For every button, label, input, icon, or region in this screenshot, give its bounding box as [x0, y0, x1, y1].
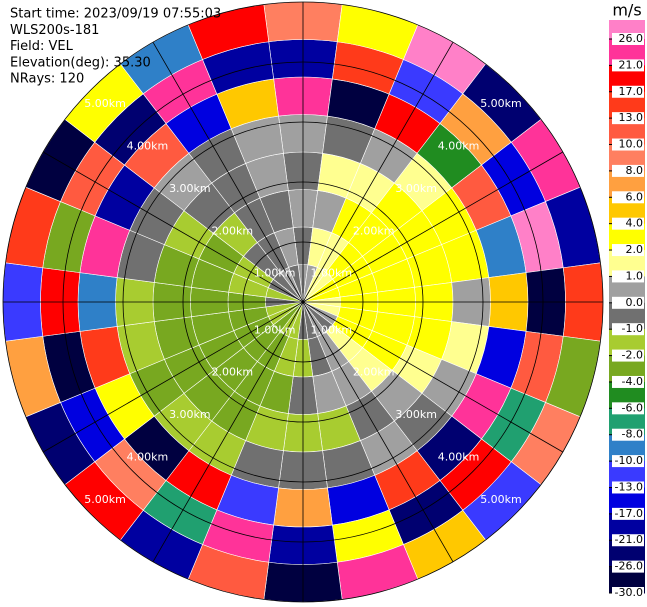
- range-label: 3.00km: [395, 408, 437, 421]
- colorbar-label: -4.0: [622, 375, 643, 388]
- colorbar-label: 13.0: [619, 111, 644, 124]
- colorbar-label: -1.0: [622, 322, 643, 335]
- range-label: 4.00km: [438, 139, 480, 152]
- colorbar-label: 4.0: [626, 217, 644, 230]
- range-label: 5.00km: [480, 97, 522, 110]
- range-label: 2.00km: [212, 224, 254, 237]
- info-line: Field: VEL: [10, 39, 74, 54]
- colorbar-label-bg: [612, 402, 644, 415]
- colorbar-label: 21.0: [619, 58, 644, 71]
- colorbar-label-bg: [612, 534, 644, 547]
- range-label: 4.00km: [438, 451, 480, 464]
- colorbar-label: -13.0: [615, 480, 643, 493]
- colorbar-label: -6.0: [622, 401, 643, 414]
- colorbar-label-bg: [612, 270, 644, 283]
- colorbar-label-bg: [612, 587, 644, 599]
- colorbar-label-bg: [612, 59, 644, 72]
- range-ring: [122, 121, 484, 483]
- info-line: NRays: 120: [10, 72, 84, 87]
- colorbar-label: 1.0: [626, 269, 644, 282]
- colorbar-label-bg: [612, 33, 644, 45]
- labels: 1.00km 1.00km 1.00km 1.00km 2.00km 2.00km 2.00…: [10, 7, 522, 506]
- colorbar-label-bg: [612, 244, 644, 257]
- info-line: WLS200s-181: [10, 23, 99, 38]
- range-label: 1.00km: [310, 267, 352, 280]
- colorbar-label-bg: [612, 349, 644, 362]
- range-ring: [2, 1, 604, 603]
- colorbar-label-bg: [612, 323, 644, 336]
- colorbar-label: 0.0: [626, 296, 644, 309]
- range-ring: [242, 241, 364, 363]
- range-label: 2.00km: [353, 366, 395, 379]
- colorbar-label-bg: [612, 507, 644, 520]
- colorbar-label: -30.0: [615, 586, 643, 599]
- colorbar-label: 17.0: [619, 85, 644, 98]
- range-label: 3.00km: [395, 182, 437, 195]
- velocity-cells: [2, 1, 604, 603]
- range-label: 3.00km: [169, 408, 211, 421]
- colorbar-label: 10.0: [619, 138, 644, 151]
- colorbar-label-bg: [612, 138, 644, 151]
- range-label: 5.00km: [84, 493, 126, 506]
- colorbar-label: 26.0: [619, 32, 644, 45]
- colorbar-label-bg: [612, 191, 644, 204]
- colorbar-label-bg: [612, 455, 644, 468]
- colorbar-label-bg: [612, 428, 644, 441]
- colorbar-label: 8.0: [626, 164, 644, 177]
- range-label: 5.00km: [84, 97, 126, 110]
- colorbar-label: -26.0: [615, 560, 643, 573]
- colorbar-label-bg: [612, 296, 644, 309]
- colorbar-label: 6.0: [626, 190, 644, 203]
- colorbar-label-bg: [612, 112, 644, 125]
- colorbar-label: -21.0: [615, 533, 643, 546]
- polar-axes: [2, 1, 604, 603]
- range-label: 1.00km: [254, 267, 296, 280]
- range-label: 1.00km: [254, 323, 296, 336]
- range-label: 3.00km: [169, 182, 211, 195]
- colorbar-label-bg: [612, 375, 644, 388]
- colorbar-label-bg: [612, 164, 644, 177]
- colorbar-label: 2.0: [626, 243, 644, 256]
- colorbar-unit: m/s: [612, 1, 641, 20]
- range-label: 4.00km: [127, 139, 169, 152]
- colorbar-label-bg: [612, 481, 644, 494]
- colorbar-label: -17.0: [615, 507, 643, 520]
- colorbar-label: -10.0: [615, 454, 643, 467]
- range-label: 4.00km: [127, 451, 169, 464]
- range-ring: [182, 181, 424, 423]
- radial-line: [152, 41, 454, 563]
- colorbar-label-bg: [612, 85, 644, 98]
- range-label: 2.00km: [212, 366, 254, 379]
- range-label: 1.00km: [310, 323, 352, 336]
- info-line: Elevation(deg): 35.30: [10, 55, 151, 70]
- colorbar-label: -2.0: [622, 349, 643, 362]
- colorbar-label: -8.0: [622, 428, 643, 441]
- colorbar-label-bg: [612, 560, 644, 573]
- colorbar-label-bg: [612, 217, 644, 230]
- range-label: 2.00km: [353, 224, 395, 237]
- range-ring: [62, 61, 544, 543]
- range-label: 5.00km: [480, 493, 522, 506]
- info-line: Start time: 2023/09/19 07:55:03: [10, 7, 221, 22]
